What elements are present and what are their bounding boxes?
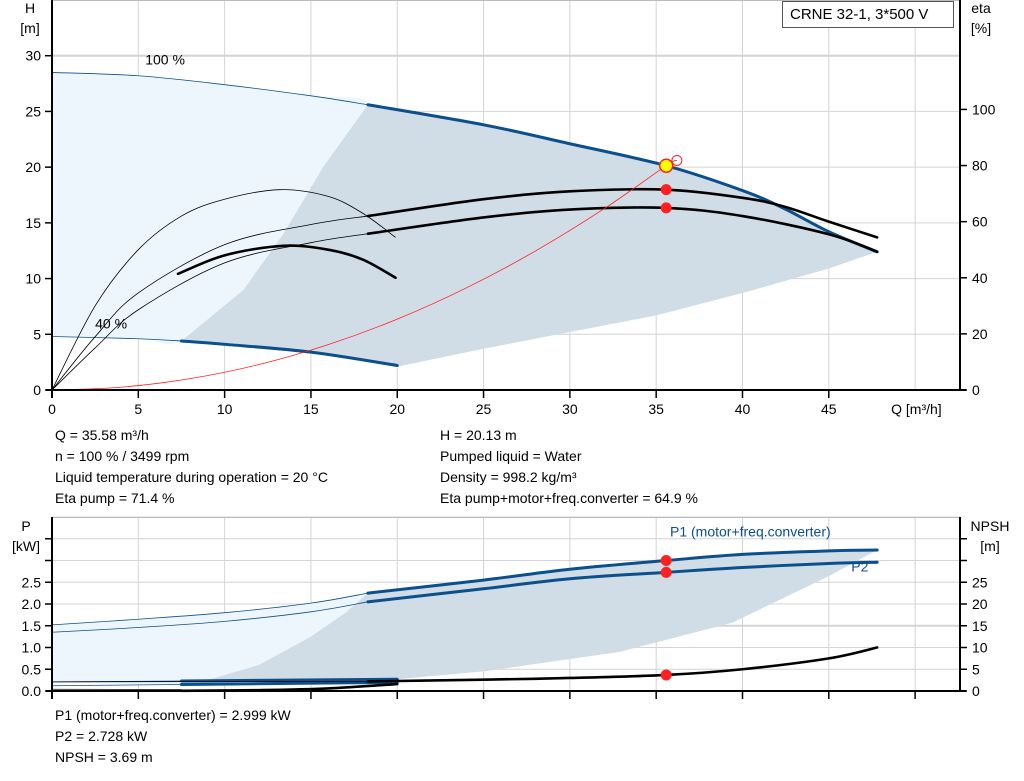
qh-x-tick-label: 40 — [735, 401, 751, 417]
qh-x-tick-label: 15 — [303, 401, 319, 417]
power-region-dark — [197, 550, 878, 684]
hollow-point — [671, 154, 683, 166]
info-npsh: NPSH = 3.69 m — [55, 749, 153, 765]
power-series-P2_100-thick — [366, 560, 879, 604]
qh-x-tick-label: 35 — [648, 401, 664, 417]
info-liquid-temp: Liquid temperature during operation = 20… — [55, 469, 328, 485]
qh-y-tick-label: 0 — [33, 382, 41, 398]
power-y2-tick-label: 25 — [972, 574, 988, 590]
power-y2-tick-label: 5 — [972, 661, 980, 677]
power-series-P2_40-thin — [51, 684, 182, 687]
qh-y2-tick-label: 40 — [972, 270, 988, 286]
qh-series-H100-thick — [366, 103, 879, 254]
qh-series-H100-thin — [51, 72, 368, 106]
qh-y-axis-unit: [m] — [20, 20, 39, 36]
qh-y2-tick-label: 60 — [972, 214, 988, 230]
qh-x-tick-label: 10 — [217, 401, 233, 417]
power-y-tick-label: 1.5 — [22, 618, 42, 634]
qh-series-system-thin — [51, 159, 678, 391]
power-region-light — [52, 592, 369, 685]
power-y-axis-unit: [kW] — [12, 538, 40, 554]
power-y2-tick-label: 20 — [972, 596, 988, 612]
power-duty-point — [660, 669, 672, 681]
info-density: Density = 998.2 kg/m³ — [440, 469, 577, 485]
power-y-tick-label: 2.5 — [22, 574, 42, 590]
power-y2-tick-label: 10 — [972, 640, 988, 656]
power-y-tick-label: 0.5 — [22, 661, 42, 677]
power-series-NPSH_100-thick — [366, 646, 879, 683]
qh-series-eta_total_100-thin — [51, 233, 368, 391]
qh-y-tick-label: 10 — [25, 271, 41, 287]
qh-x-tick-label: 30 — [562, 401, 578, 417]
qh-series-eta_pump_100-thick — [366, 187, 879, 239]
qh-series-eta_total_100-thick — [366, 206, 879, 253]
power-annotation: P1 (motor+freq.converter) — [670, 524, 831, 540]
power-y2-tick-label: 15 — [972, 618, 988, 634]
qh-region-light — [52, 72, 368, 345]
power-y-tick-label: 1.0 — [22, 640, 42, 656]
info-head: H = 20.13 m — [440, 427, 517, 443]
power-duty-point — [660, 566, 672, 578]
qh-series-H40-thin — [51, 336, 182, 342]
qh-y-tick-label: 30 — [25, 48, 41, 64]
qh-series-eta_total_40-thick — [176, 244, 397, 280]
pump-model-label: CRNE 32-1, 3*500 V — [782, 1, 954, 28]
power-y-axis-label: P — [21, 518, 30, 534]
qh-y2-axis-label: eta — [971, 0, 991, 16]
power-y2-axis-label: NPSH — [971, 518, 1010, 534]
qh-series-eta_pump_40-thin — [51, 189, 396, 391]
qh-y-tick-label: 20 — [25, 159, 41, 175]
info-p2: P2 = 2.728 kW — [55, 728, 148, 744]
power-y-tick-label: 0.0 — [22, 683, 42, 699]
info-q: Q = 35.58 m³/h — [55, 427, 149, 443]
qh-region-dark — [181, 104, 878, 367]
qh-y2-axis-unit: [%] — [971, 20, 991, 36]
qh-y-axis-label: H — [25, 0, 35, 16]
qh-y2-tick-label: 20 — [972, 326, 988, 342]
info-speed: n = 100 % / 3499 rpm — [55, 448, 190, 464]
power-duty-point — [660, 555, 672, 567]
qh-x-tick-label: 45 — [821, 401, 837, 417]
qh-y-tick-label: 5 — [33, 326, 41, 342]
qh-y-tick-label: 15 — [25, 215, 41, 231]
power-y2-tick-label: 0 — [972, 683, 980, 699]
qh-series-H40-thick — [179, 339, 399, 367]
power-series-P1_100-thick — [366, 548, 879, 595]
info-eta-pump: Eta pump = 71.4 % — [55, 490, 175, 506]
qh-duty-point — [660, 184, 672, 196]
power-series-P1_40-thick — [179, 677, 399, 683]
qh-annotation: 100 % — [145, 52, 185, 68]
power-y-tick-label: 2.0 — [22, 596, 42, 612]
info-eta-total: Eta pump+motor+freq.converter = 64.9 % — [440, 490, 698, 506]
qh-annotation: 40 % — [95, 316, 127, 332]
info-p1: P1 (motor+freq.converter) = 2.999 kW — [55, 707, 291, 723]
qh-x-tick-label: 25 — [476, 401, 492, 417]
power-y2-axis-unit: [m] — [980, 538, 999, 554]
qh-y-tick-label: 25 — [25, 103, 41, 119]
x-axis-label: Q [m³/h] — [891, 401, 942, 417]
operating-point — [658, 158, 674, 173]
power-series-P2_100-thin — [51, 601, 368, 633]
qh-x-tick-label: 0 — [48, 401, 56, 417]
qh-y2-tick-label: 80 — [972, 158, 988, 174]
power-annotation: P2 — [851, 558, 868, 574]
info-pumped-liquid: Pumped liquid = Water — [440, 448, 582, 464]
qh-y2-tick-label: 100 — [972, 101, 996, 117]
qh-series-eta_pump_100-thin — [51, 215, 368, 391]
qh-y2-tick-label: 0 — [972, 382, 980, 398]
qh-duty-point — [660, 202, 672, 214]
qh-x-tick-label: 20 — [389, 401, 405, 417]
power-series-P1_100-thin — [51, 592, 368, 626]
qh-x-tick-label: 5 — [134, 401, 142, 417]
